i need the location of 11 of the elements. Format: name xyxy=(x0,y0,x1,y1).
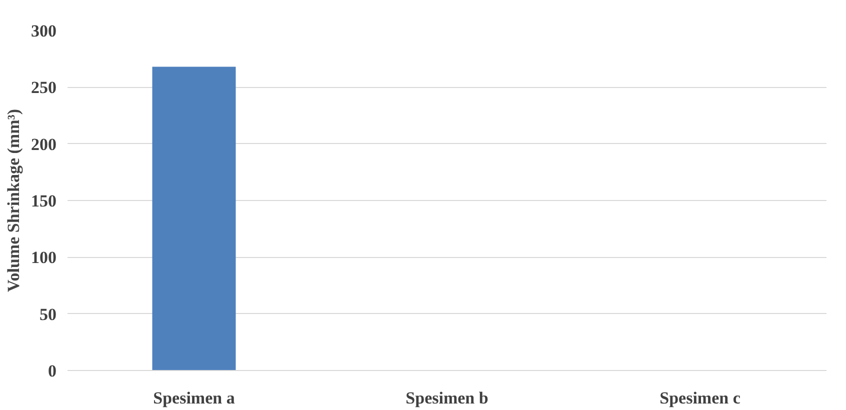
y-tick-label: 50 xyxy=(40,304,56,324)
y-tick-label: 250 xyxy=(31,78,56,98)
x-tick-label: Spesimen b xyxy=(406,388,488,408)
y-tick-label: 150 xyxy=(31,192,56,210)
y-tick-label: 100 xyxy=(31,248,56,268)
x-tick-label: Spesimen c xyxy=(660,388,741,408)
y-tick-label: 0 xyxy=(48,362,56,380)
y-tick-label: 300 xyxy=(31,22,56,40)
x-tick-label: Spesimen a xyxy=(153,388,236,408)
y-axis-title: Volume Shrinkage (mm³) xyxy=(4,109,23,292)
y-tick-label: 200 xyxy=(31,134,56,154)
